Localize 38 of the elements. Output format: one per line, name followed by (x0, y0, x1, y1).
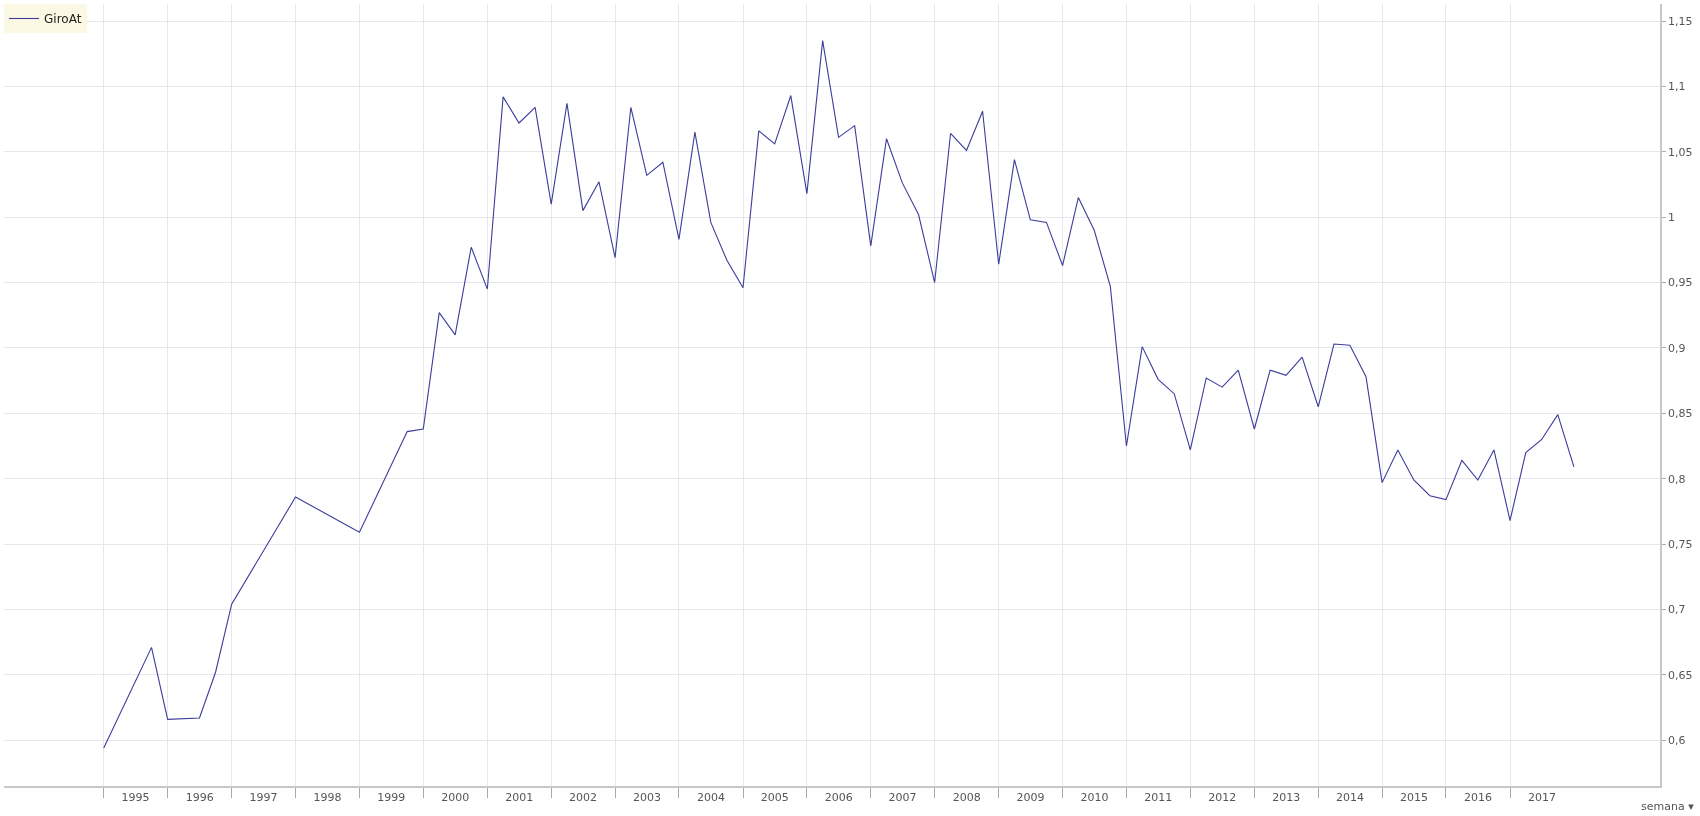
y-tick-label: 0,95 (1667, 276, 1693, 290)
x-tick-label: 1999 (377, 791, 406, 805)
x-tick-label: 2009 (1016, 791, 1045, 805)
legend-label: GiroAt (44, 12, 82, 27)
x-tick-label: 2016 (1464, 791, 1492, 805)
y-tick-label: 1 (1667, 211, 1675, 224)
x-tick-label: 2004 (696, 791, 725, 805)
x-tick-label: 2005 (760, 791, 789, 805)
x-tick-label: 2007 (888, 791, 917, 805)
x-tick-label: 2013 (1272, 791, 1301, 805)
x-tick-label: 2000 (441, 791, 470, 805)
x-tick-label: 2014 (1336, 791, 1365, 805)
y-tick-label: 1,15 (1667, 14, 1693, 28)
x-tick-label: 2015 (1399, 791, 1428, 805)
x-tick-label: 2003 (632, 791, 661, 805)
x-tick-label: 2017 (1527, 791, 1556, 805)
x-tick-label: 1996 (185, 791, 214, 805)
x-tick-label: 2001 (505, 791, 534, 805)
x-tick-label: 2008 (952, 791, 981, 805)
y-tick-label: 1,05 (1667, 145, 1693, 159)
x-tick-label: 1997 (249, 791, 278, 805)
y-tick-label: 0,7 (1667, 603, 1686, 617)
y-tick-label: 0,8 (1667, 472, 1686, 486)
y-tick-label: 0,6 (1667, 734, 1686, 748)
line-series (103, 40, 1575, 749)
text: semana ▾ (1641, 800, 1695, 813)
x-tick-label: 1995 (121, 791, 150, 805)
x-tick-label: 2011 (1144, 791, 1173, 805)
x-tick-label: 2002 (569, 791, 598, 805)
x-tick-label: 2012 (1208, 791, 1237, 805)
y-tick-label: 1,1 (1667, 80, 1686, 94)
y-tick-label: 0,85 (1667, 407, 1693, 421)
x-tick-label: 1998 (313, 791, 342, 805)
y-tick-label: 0,65 (1667, 668, 1693, 682)
x-tick-label: 2010 (1080, 791, 1109, 805)
y-tick-label: 0,75 (1667, 537, 1693, 551)
x-tick-label: 2006 (824, 791, 853, 805)
y-tick-label: 0,9 (1667, 341, 1686, 355)
